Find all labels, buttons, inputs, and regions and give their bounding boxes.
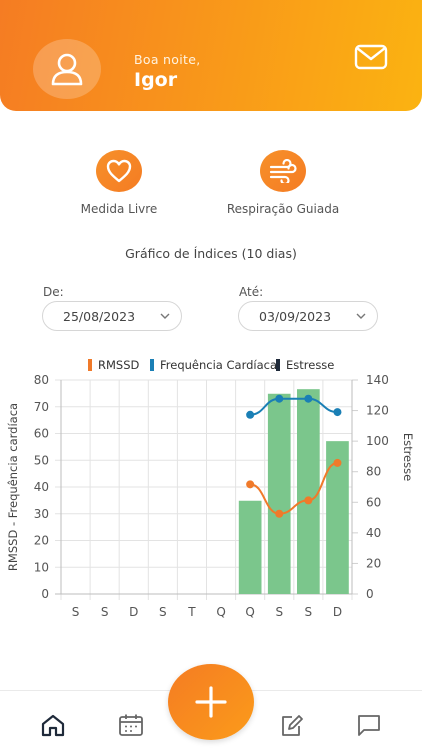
legend-label: Frequência Cardíaca [160,358,277,372]
left-tick-label: 40 [34,480,49,494]
avatar[interactable] [33,39,101,99]
x-tick-label: S [72,605,80,619]
x-tick-label: S [275,605,283,619]
legend-swatch [276,359,280,371]
left-tick-label: 0 [41,587,49,601]
chart-title: Gráfico de Índices (10 dias) [125,246,297,261]
bar-stress [326,441,349,594]
x-tick-label: Q [216,605,225,619]
greeting-text: Boa noite, [134,52,201,67]
left-axis-title: RMSSD - Frequência cardíaca [6,403,20,571]
right-axis-title: Estresse [401,433,415,481]
left-tick-label: 20 [34,534,49,548]
guided-breathing-label: Respiração Guiada [226,202,340,216]
bar-stress [267,393,291,594]
bar-stress [238,500,262,594]
right-tick-label: 100 [366,434,389,448]
chevron-down-icon [160,313,170,319]
bar-stress [297,389,320,594]
x-tick-label: S [159,605,167,619]
legend-label: Estresse [286,358,334,372]
legend-label: RMSSD [98,358,140,372]
left-tick-label: 60 [34,427,49,441]
point-rmssd [304,496,313,505]
to-date-picker[interactable]: 03/09/2023 [238,301,378,331]
guided-breathing-button[interactable]: Respiração Guiada [208,150,358,216]
right-tick-label: 40 [366,526,381,540]
calendar-icon[interactable] [118,713,144,737]
legend-swatch [88,359,92,371]
right-tick-label: 80 [366,465,381,479]
indices-chart: 0 10 20 30 40 50 60 70 80 0 20 40 60 80 100 120 140 S S D S T… [6,358,415,619]
x-tick-label: Q [245,605,254,619]
x-tick-label: T [187,605,196,619]
chat-icon[interactable] [356,713,382,737]
free-measure-button[interactable]: Medida Livre [44,150,194,216]
wind-icon [260,150,306,192]
heart-icon [96,150,142,192]
line-heart-rate [250,397,338,416]
left-tick-label: 50 [34,453,49,467]
left-tick-label: 70 [34,400,49,414]
free-measure-label: Medida Livre [80,202,158,216]
plus-icon [195,686,227,718]
to-label: Até: [239,285,264,299]
point-heart-rate [275,394,284,403]
from-label: De: [43,285,64,299]
point-rmssd [246,480,255,489]
x-tick-label: S [101,605,109,619]
right-tick-label: 120 [366,404,389,418]
legend-swatch [150,359,154,371]
user-icon [51,53,83,86]
home-icon[interactable] [40,713,66,737]
line-rmssd [249,461,338,515]
point-rmssd [275,509,284,518]
header: Boa noite, Igor [0,0,422,111]
to-date-value: 03/09/2023 [259,308,332,324]
from-date-value: 25/08/2023 [63,308,136,324]
x-tick-label: D [129,605,138,619]
right-tick-label: 140 [366,373,389,387]
point-heart-rate [304,394,313,403]
chevron-down-icon [356,313,366,319]
right-tick-label: 0 [366,587,374,601]
point-heart-rate [246,410,255,419]
user-name: Igor [134,69,178,91]
left-tick-label: 80 [34,373,49,387]
point-heart-rate [333,408,342,417]
right-tick-label: 60 [366,495,381,509]
from-date-picker[interactable]: 25/08/2023 [42,301,182,331]
right-tick-label: 20 [366,556,381,570]
x-tick-label: S [305,605,313,619]
left-tick-label: 30 [34,507,49,521]
x-tick-label: D [333,605,342,619]
mail-icon[interactable] [354,44,388,70]
point-rmssd [333,458,342,467]
add-button[interactable] [168,664,254,740]
left-tick-label: 10 [34,560,49,574]
edit-icon[interactable] [279,713,305,737]
